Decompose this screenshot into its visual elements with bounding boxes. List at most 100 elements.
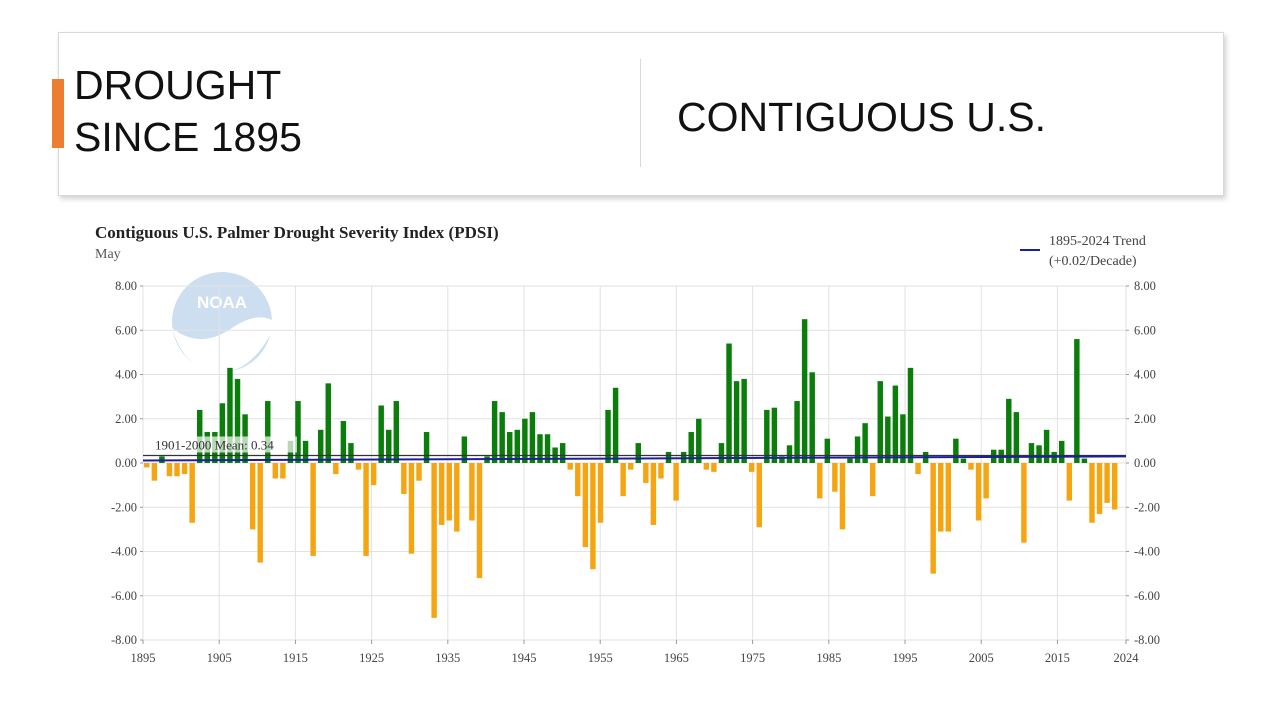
y-tick-label-left: 8.00	[115, 279, 137, 293]
bar-1946	[529, 412, 536, 463]
y-tick-label-right: 6.00	[1134, 323, 1156, 337]
bar-1929	[401, 463, 407, 494]
bar-2009	[1006, 398, 1012, 463]
y-tick-label-left: 0.00	[115, 456, 137, 470]
x-tick-label: 1985	[816, 651, 841, 665]
mean-label-bg	[149, 436, 297, 453]
bar-2013	[1036, 445, 1042, 463]
x-tick-label: 2005	[969, 651, 994, 665]
bar-1979	[779, 456, 785, 463]
chart-legend[interactable]: 1895-2024 Trend (+0.02/Decade)	[1020, 234, 1146, 269]
x-tick-label: 1915	[283, 651, 308, 665]
noaa-logo-text: NOAA	[197, 293, 247, 312]
bar-2002	[953, 438, 959, 463]
bar-1920	[333, 463, 339, 475]
bar-2014	[1043, 429, 1050, 463]
bar-1910	[257, 463, 263, 563]
bar-1928	[393, 401, 400, 463]
bar-1922	[348, 443, 354, 463]
region-title: CONTIGUOUS U.S.	[677, 94, 1047, 140]
bar-1971	[718, 443, 725, 463]
bar-1944	[514, 429, 521, 463]
bar-1956	[605, 409, 611, 463]
bar-1992	[877, 381, 883, 463]
bar-1987	[839, 463, 846, 530]
y-tick-label-right: -2.00	[1134, 500, 1160, 514]
bar-1907	[234, 378, 241, 463]
x-tick-label: 1955	[588, 651, 613, 665]
bar-1902	[196, 409, 203, 463]
bar-1932	[423, 432, 430, 463]
mean-label: 1901-2000 Mean: 0.34	[155, 437, 274, 452]
header-card: DROUGHT SINCE 1895 CONTIGUOUS U.S.	[52, 32, 1224, 196]
bar-1923	[355, 463, 362, 470]
pdsi-chart: NOAA Contiguous U.S. Palmer Drought Seve…	[95, 223, 1160, 665]
bar-1930	[408, 463, 415, 554]
noaa-logo-icon: NOAA	[172, 272, 272, 372]
bar-1905	[219, 403, 226, 463]
bar-1980	[786, 445, 793, 463]
y-tick-label-left: -6.00	[111, 589, 137, 603]
chart-title: Contiguous U.S. Palmer Drought Severity …	[95, 223, 499, 242]
bar-1977	[764, 409, 770, 463]
bar-1989	[854, 436, 861, 463]
y-tick-label-left: 2.00	[115, 412, 137, 426]
bar-1972	[726, 343, 732, 463]
bar-1906	[227, 367, 233, 463]
bar-1933	[431, 463, 437, 618]
bar-1901	[189, 463, 195, 523]
bar-1934	[438, 463, 445, 525]
page-title: DROUGHT SINCE 1895	[74, 59, 302, 163]
bar-1913	[280, 463, 286, 479]
bar-2011	[1021, 463, 1027, 543]
bar-1950	[559, 443, 566, 463]
bar-1917	[310, 463, 316, 556]
bar-1938	[469, 463, 475, 521]
bar-1991	[869, 463, 876, 497]
bar-1899	[174, 463, 180, 477]
bar-2023	[1111, 463, 1118, 510]
bar-2006	[983, 463, 989, 499]
bar-1947	[537, 434, 543, 463]
bar-1997	[915, 463, 921, 475]
bar-1982	[801, 319, 808, 463]
y-tick-label-right: 8.00	[1134, 279, 1156, 293]
x-tick-label: 1905	[207, 651, 232, 665]
trend-line	[142, 455, 1127, 462]
lines-layer: 1901-2000 Mean: 0.34	[142, 436, 1127, 462]
bar-1963	[658, 463, 664, 479]
bar-1994	[892, 385, 899, 463]
bar-1911	[265, 401, 271, 463]
bar-1919	[325, 383, 331, 463]
bar-1985	[824, 438, 831, 463]
bar-1948	[544, 434, 551, 463]
bar-2021	[1096, 463, 1103, 514]
bar-1961	[643, 463, 649, 483]
bar-1960	[635, 443, 641, 463]
bar-1965	[673, 463, 679, 501]
y-tick-label-right: -6.00	[1134, 589, 1160, 603]
y-tick-label-right: 4.00	[1134, 368, 1156, 382]
bar-1959	[628, 463, 634, 470]
bar-1925	[370, 463, 377, 486]
y-tick-label-left: -2.00	[111, 500, 137, 514]
bar-1942	[499, 412, 505, 463]
bar-1927	[386, 429, 392, 463]
bar-2005	[975, 463, 982, 521]
bar-1916	[302, 440, 309, 464]
bar-1974	[741, 378, 747, 463]
bar-1968	[696, 418, 702, 463]
bar-1943	[507, 432, 513, 463]
bar-1993	[885, 416, 891, 463]
bar-1918	[317, 429, 324, 463]
x-tick-label: 1965	[664, 651, 689, 665]
bar-1990	[862, 423, 868, 463]
y-tick-label-right: 0.00	[1134, 456, 1156, 470]
bar-1976	[756, 463, 762, 528]
x-tick-label: 1895	[131, 651, 156, 665]
y-tick-label-left: -8.00	[111, 633, 137, 647]
bar-1909	[249, 463, 256, 530]
bar-1957	[612, 387, 619, 463]
x-tick-label: 1995	[893, 651, 918, 665]
bar-2012	[1028, 443, 1035, 463]
